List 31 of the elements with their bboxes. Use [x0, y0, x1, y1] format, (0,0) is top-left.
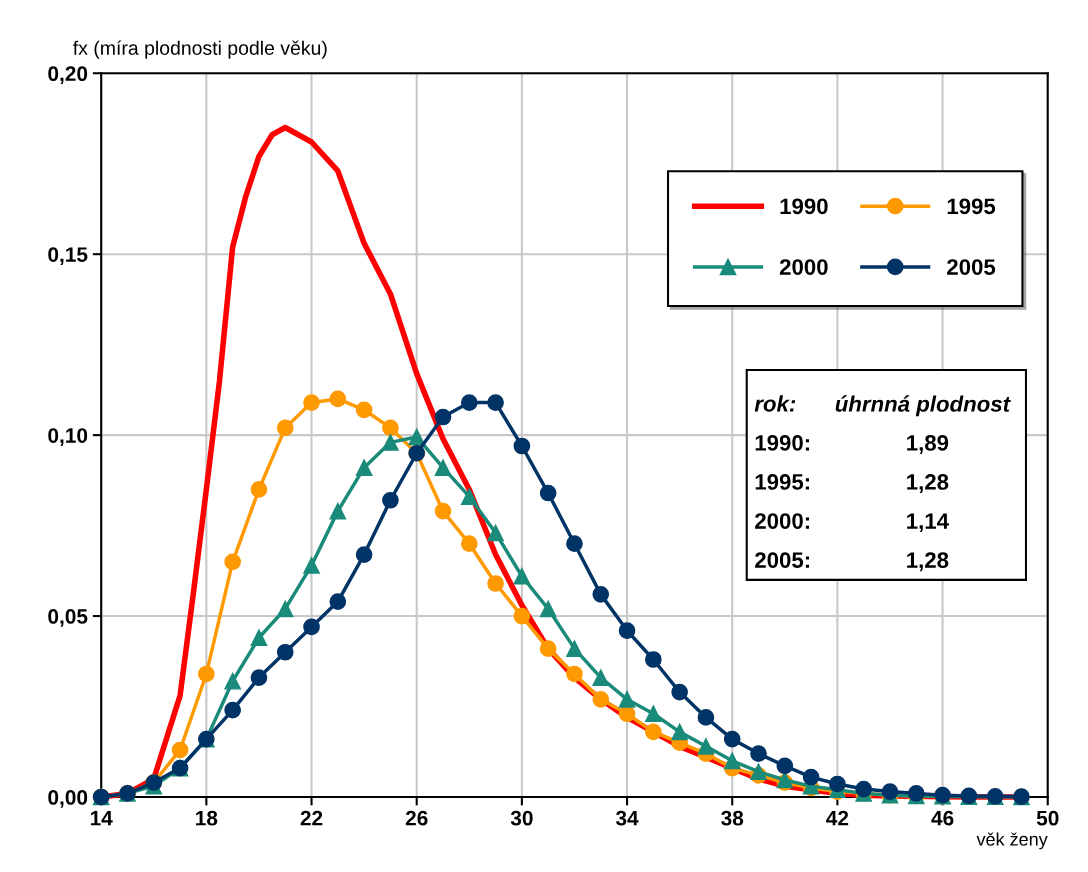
y-tick-label: 0,00 — [48, 790, 88, 808]
x-tick-label: 14 — [90, 810, 113, 826]
y-tick-label: 0,15 — [48, 247, 88, 265]
x-tick-label: 18 — [196, 810, 218, 826]
y-tick-label: 0,05 — [48, 609, 88, 627]
x-tick-label: 38 — [721, 810, 744, 826]
annotation: 2000: — [755, 513, 810, 529]
annotation: 2005: — [755, 552, 810, 568]
legend-label: 2005 — [947, 259, 996, 275]
x-tick-label: 42 — [826, 810, 849, 826]
x-tick-label: 30 — [510, 810, 533, 826]
annotation: 1,28 — [907, 552, 949, 572]
x-axis-title: věk ženy — [976, 832, 1048, 850]
legend-label: 2000 — [779, 259, 828, 275]
legend-label: 1995 — [947, 198, 996, 215]
annotation: 1990: — [755, 434, 810, 451]
x-tick-label: 22 — [300, 810, 323, 826]
annotation: 1,14 — [907, 513, 949, 533]
y-tick-label: 0,20 — [48, 66, 88, 85]
y-axis-title: fx (míra plodnosti podle věku) — [73, 40, 327, 59]
annotation: úhrnná plodnost — [835, 395, 1011, 417]
y-tick-label: 0,10 — [48, 428, 88, 446]
annotation: 1,28 — [907, 474, 949, 494]
x-tick-label: 34 — [615, 810, 639, 826]
legend-label: 1990 — [780, 198, 828, 215]
x-tick-label: 50 — [1036, 810, 1059, 826]
annotation: 1995: — [755, 474, 810, 490]
annotation: rok: — [754, 395, 796, 412]
annotation: 1,89 — [907, 434, 949, 454]
x-tick-label: 46 — [931, 810, 954, 826]
x-tick-label: 26 — [405, 810, 428, 826]
